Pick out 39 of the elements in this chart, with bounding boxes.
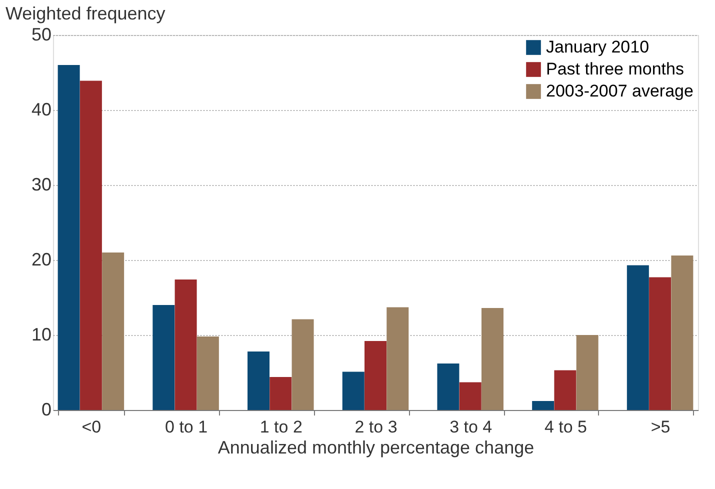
bar — [342, 372, 364, 410]
bar — [364, 341, 386, 410]
bar — [102, 252, 124, 410]
bar — [576, 335, 598, 410]
bar — [554, 370, 576, 410]
y-tick-label: 0 — [41, 400, 52, 420]
bar — [196, 336, 219, 410]
bar — [459, 382, 482, 410]
legend-label: January 2010 — [546, 38, 650, 56]
x-tick-label: >5 — [650, 418, 670, 436]
bar — [58, 65, 80, 410]
y-tick-label: 30 — [31, 174, 52, 194]
bar — [292, 319, 314, 410]
bar — [152, 305, 175, 410]
y-tick-label: 10 — [31, 324, 52, 344]
x-tick-label: <0 — [82, 418, 102, 436]
y-axis-title: Weighted frequency — [6, 4, 166, 24]
x-tick-label: 3 to 4 — [450, 418, 492, 436]
legend-label: 2003-2007 average — [546, 82, 694, 100]
bar — [437, 364, 460, 410]
x-tick-label: 4 to 5 — [544, 418, 587, 436]
bar — [80, 80, 102, 410]
bar — [626, 265, 649, 410]
x-tick-label: 2 to 3 — [354, 418, 398, 436]
bar — [649, 277, 672, 410]
y-tick-label: 40 — [31, 100, 52, 120]
x-axis-title: Annualized monthly percentage change — [218, 438, 534, 458]
x-tick-label: 1 to 2 — [260, 418, 302, 436]
legend-label: Past three months — [546, 60, 684, 78]
x-tick-label: 0 to 1 — [165, 418, 208, 436]
y-tick-label: 50 — [31, 24, 52, 44]
bar — [671, 256, 694, 410]
bar — [532, 401, 554, 410]
bar — [481, 308, 504, 410]
bar — [248, 352, 270, 410]
bar — [174, 280, 197, 410]
bar — [270, 377, 292, 410]
y-tick-label: 20 — [31, 250, 52, 270]
bar — [386, 307, 409, 410]
